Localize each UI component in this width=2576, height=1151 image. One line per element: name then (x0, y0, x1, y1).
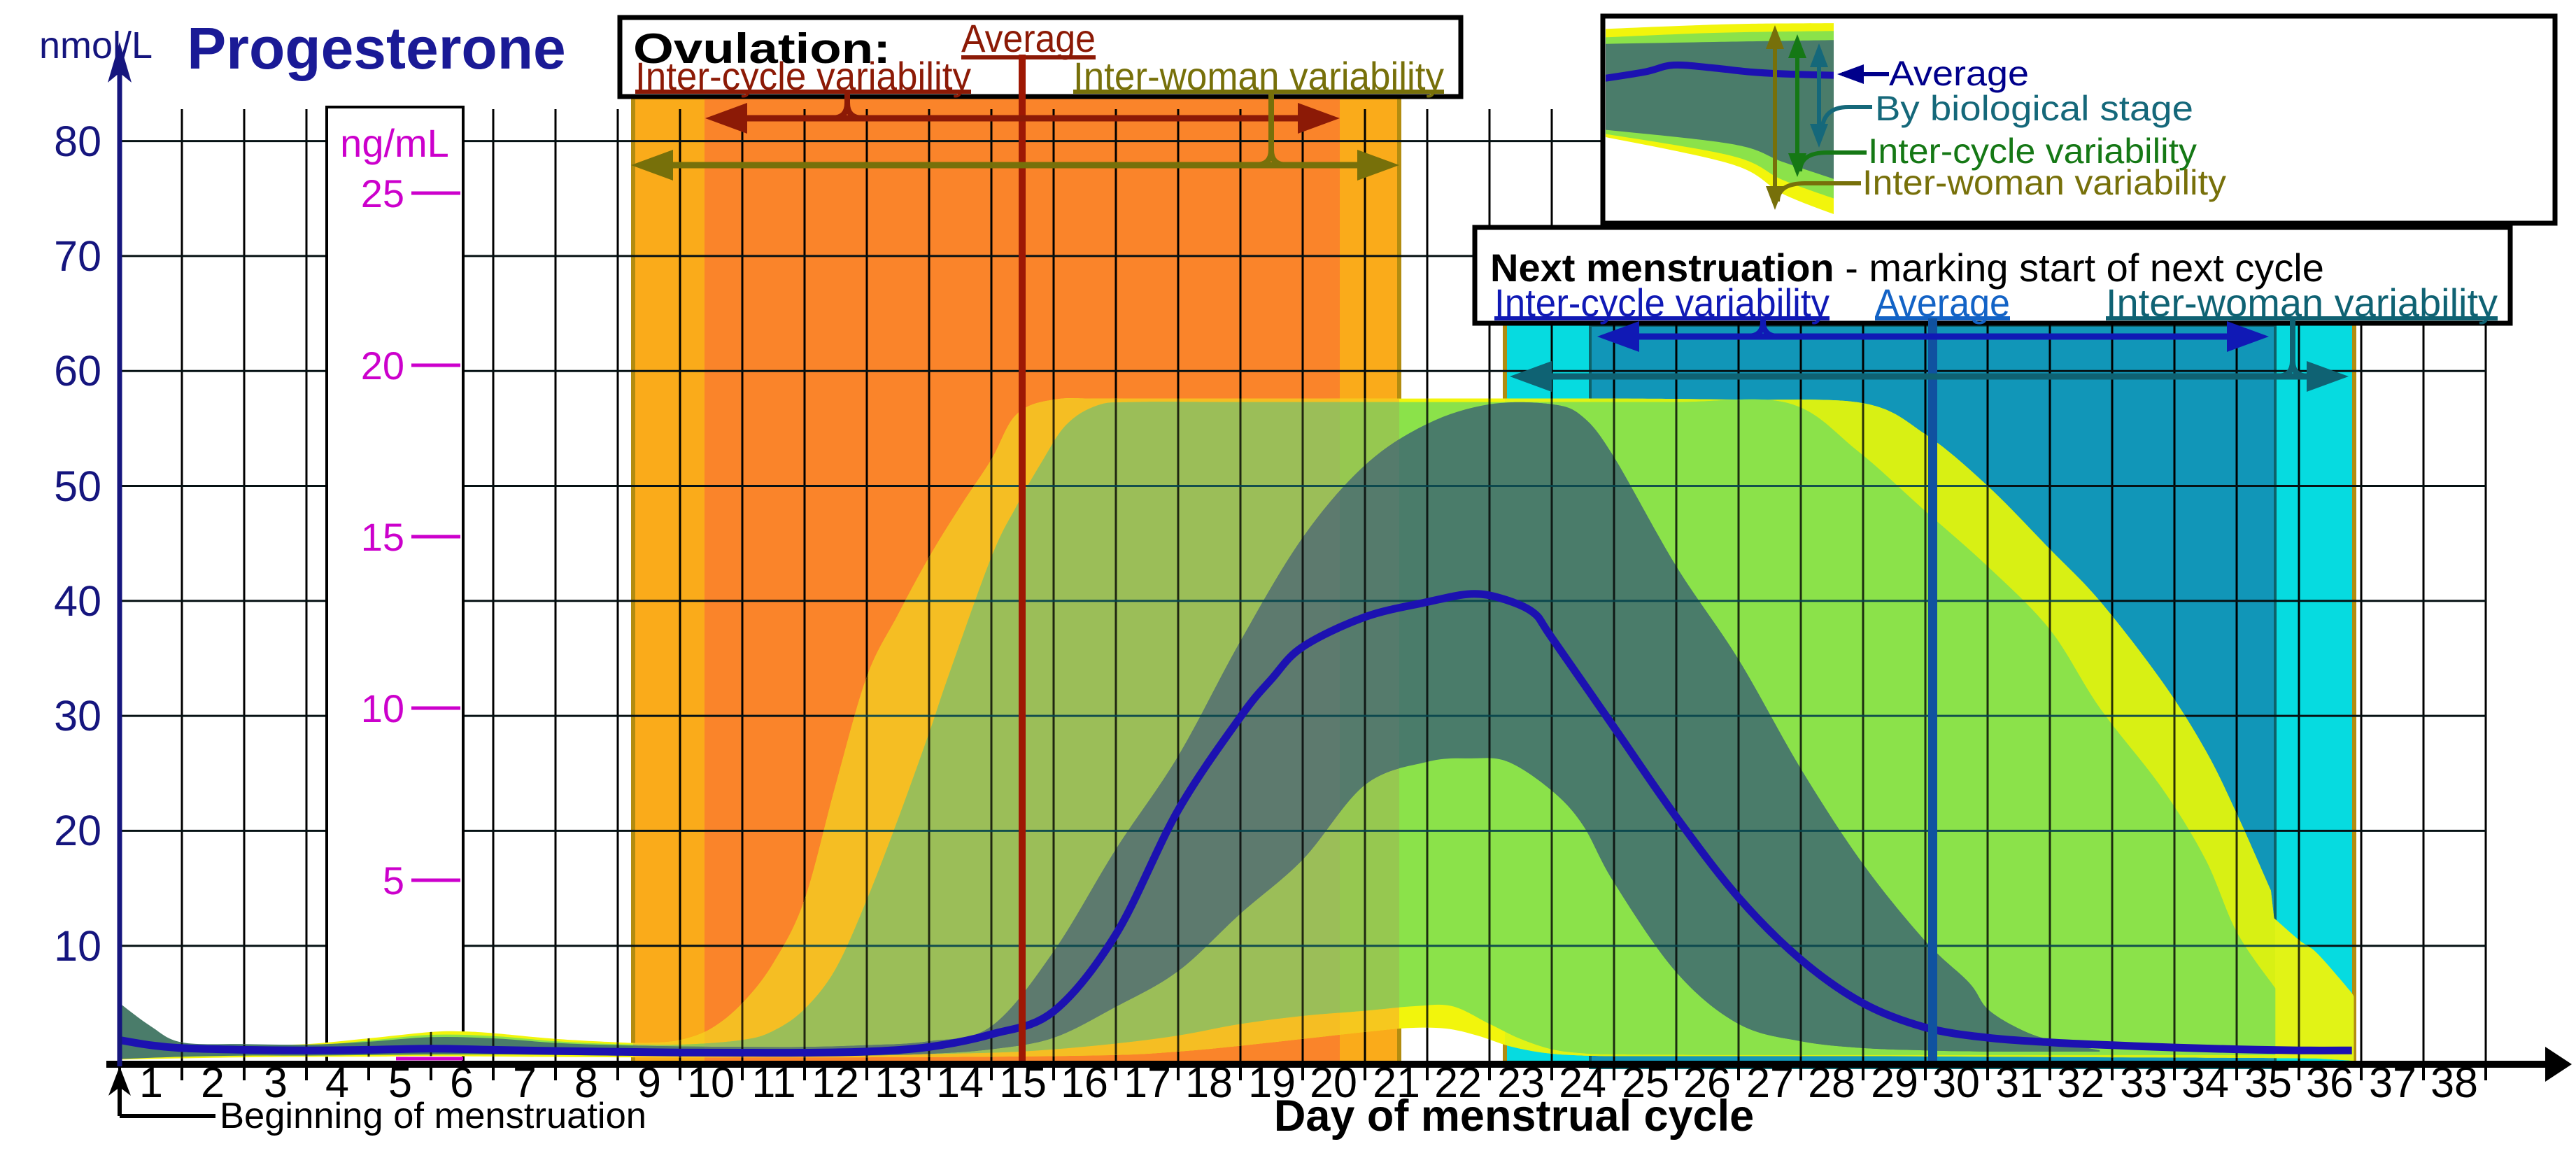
svg-text:17: 17 (1124, 1059, 1171, 1106)
svg-text:25: 25 (361, 171, 404, 216)
svg-text:10: 10 (361, 686, 404, 730)
svg-text:8: 8 (574, 1059, 598, 1106)
svg-text:Average: Average (961, 16, 1096, 60)
svg-text:22: 22 (1434, 1059, 1482, 1106)
svg-text:By biological stage: By biological stage (1875, 89, 2193, 128)
svg-text:19: 19 (1248, 1059, 1296, 1106)
svg-text:5: 5 (388, 1059, 412, 1106)
svg-text:36: 36 (2306, 1059, 2354, 1106)
svg-text:6: 6 (450, 1059, 474, 1106)
svg-text:35: 35 (2244, 1059, 2292, 1106)
svg-text:29: 29 (1871, 1059, 1918, 1106)
svg-text:24: 24 (1559, 1059, 1606, 1106)
svg-text:Ovulation:: Ovulation: (633, 25, 891, 72)
svg-text:3: 3 (264, 1059, 288, 1106)
svg-text:Inter-woman variability: Inter-woman variability (1862, 163, 2226, 202)
svg-text:Progesterone: Progesterone (187, 15, 566, 81)
svg-text:38: 38 (2430, 1059, 2478, 1106)
svg-text:20: 20 (1310, 1059, 1357, 1106)
svg-text:23: 23 (1497, 1059, 1545, 1106)
svg-text:33: 33 (2120, 1059, 2167, 1106)
svg-text:28: 28 (1808, 1059, 1855, 1106)
svg-text:31: 31 (1995, 1059, 2043, 1106)
svg-text:32: 32 (2057, 1059, 2104, 1106)
svg-text:25: 25 (1622, 1059, 1669, 1106)
svg-text:40: 40 (54, 577, 101, 625)
svg-text:4: 4 (325, 1059, 349, 1106)
svg-text:13: 13 (875, 1059, 922, 1106)
svg-text:20: 20 (54, 807, 101, 854)
svg-text:26: 26 (1683, 1059, 1731, 1106)
svg-text:12: 12 (812, 1059, 859, 1106)
svg-text:Average: Average (1889, 54, 2029, 93)
svg-text:30: 30 (1932, 1059, 1980, 1106)
svg-text:Day of menstrual cycle: Day of menstrual cycle (1274, 1092, 1754, 1141)
svg-text:60: 60 (54, 347, 101, 395)
svg-text:2: 2 (201, 1059, 225, 1106)
svg-text:18: 18 (1185, 1059, 1233, 1106)
svg-text:9: 9 (637, 1059, 661, 1106)
svg-text:15: 15 (999, 1059, 1047, 1106)
svg-text:70: 70 (54, 232, 101, 280)
svg-text:1: 1 (139, 1059, 163, 1106)
svg-text:7: 7 (513, 1059, 537, 1106)
svg-text:14: 14 (936, 1059, 984, 1106)
svg-text:10: 10 (54, 922, 101, 970)
svg-text:ng/mL: ng/mL (340, 121, 449, 165)
svg-text:11: 11 (751, 1059, 795, 1106)
svg-text:Beginning of menstruation: Beginning of menstruation (220, 1096, 646, 1136)
svg-text:16: 16 (1061, 1059, 1108, 1106)
svg-text:37: 37 (2369, 1059, 2416, 1106)
svg-text:nmol/L: nmol/L (39, 24, 153, 66)
svg-text:20: 20 (361, 344, 404, 388)
svg-text:Next menstruation - marking st: Next menstruation - marking start of nex… (1490, 246, 2324, 290)
svg-text:80: 80 (54, 118, 101, 165)
svg-text:27: 27 (1746, 1059, 1794, 1106)
svg-text:Inter-cycle variability: Inter-cycle variability (1868, 132, 2197, 171)
svg-text:30: 30 (54, 692, 101, 740)
svg-text:15: 15 (361, 515, 404, 559)
svg-text:34: 34 (2181, 1059, 2229, 1106)
svg-text:5: 5 (383, 859, 404, 903)
svg-text:10: 10 (687, 1059, 735, 1106)
svg-text:21: 21 (1373, 1059, 1420, 1106)
svg-text:50: 50 (54, 462, 101, 510)
